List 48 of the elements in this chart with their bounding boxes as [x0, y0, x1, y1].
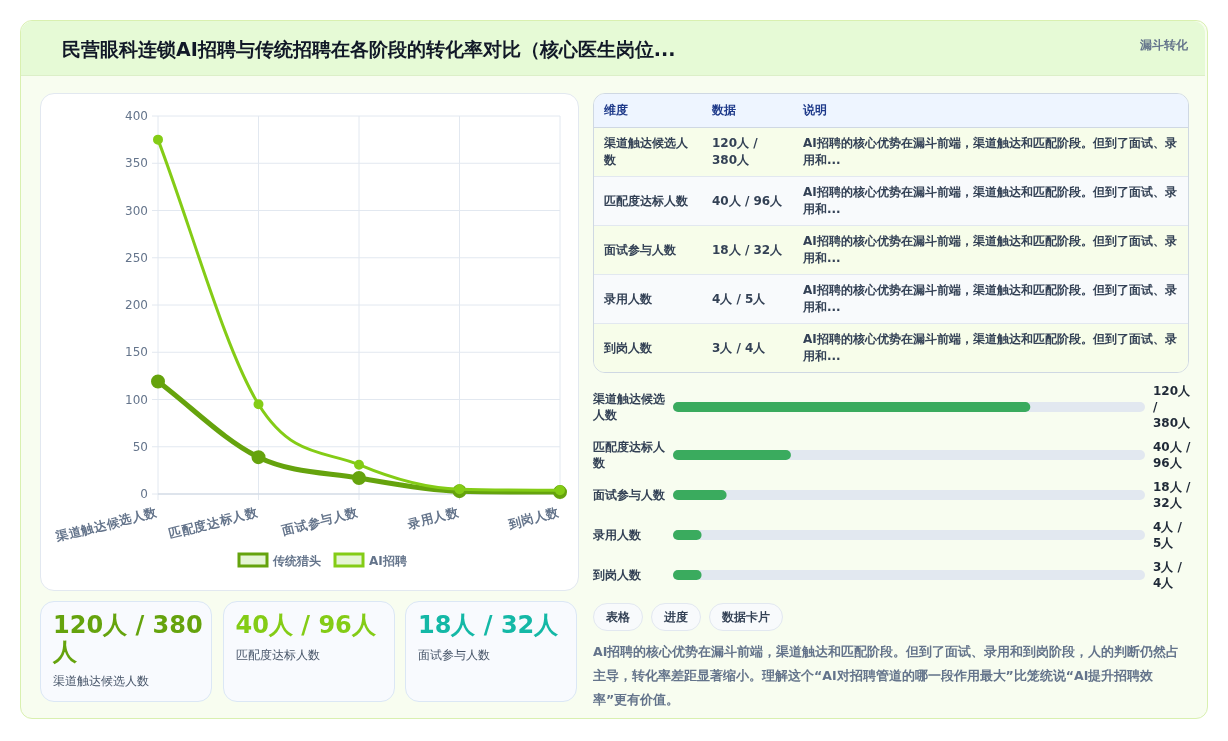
y-tick-label: 匹配度达标人数 — [592, 440, 666, 470]
text: 3人 / 4人 — [1153, 560, 1183, 590]
text: 维度 — [594, 94, 702, 128]
text: 40人 / 96人 — [702, 177, 793, 226]
text: 民营眼科连锁AI招聘与传统招聘在各阶段的转化率对比（核心医生岗位... — [62, 37, 676, 62]
text: 漏斗转化 — [1140, 37, 1188, 54]
text: AI招聘的核心优势在漏斗前端，渠道触达和匹配阶段。但到了面试、录用和... — [793, 128, 1188, 177]
y-tick-label: 200 — [125, 298, 148, 312]
legend-label: AI招聘 — [369, 554, 407, 568]
y-tick-label: 渠道触达候选人数 — [592, 392, 665, 422]
text: 40人 / 96人 — [1153, 440, 1191, 470]
y-tick-label: 350 — [125, 156, 148, 171]
text: AI招聘的核心优势在漏斗前端，渠道触达和匹配阶段。但到了面试、录用和... — [793, 226, 1188, 275]
text: 40人 / 96人 — [235, 611, 377, 639]
y-tick-label: 面试参与人数 — [592, 488, 666, 502]
text: 数据卡片 — [709, 603, 783, 631]
text: 匹配度达标人数 — [235, 647, 320, 664]
x-tick-label: 到岗人数 — [505, 504, 562, 532]
text: 120人 / 380人 — [702, 128, 793, 177]
y-tick-label: 150 — [125, 345, 148, 360]
y-tick-label: 400 — [125, 109, 148, 123]
text: 18人 / 32人 — [702, 226, 793, 275]
text: 4人 / 5人 — [702, 275, 793, 324]
y-tick-label: 0 — [140, 487, 148, 501]
y-tick-label: 300 — [125, 203, 148, 218]
y-tick-label: 100 — [125, 392, 148, 407]
text: AI招聘的核心优势在漏斗前端，渠道触达和匹配阶段。但到了面试、录用和... — [793, 177, 1188, 226]
x-tick-label: 匹配度达标人数 — [167, 504, 261, 541]
y-tick-label: 250 — [125, 250, 148, 265]
text: 进度 — [651, 603, 701, 631]
text: 120人 / 380人 — [1153, 384, 1192, 430]
text: 说明 — [793, 94, 1188, 128]
legend-label: 传统猎头 — [272, 554, 321, 568]
text: 4人 / 5人 — [1153, 520, 1183, 550]
x-tick-label: 面试参与人数 — [279, 504, 361, 539]
text: 120人 / 380人 — [53, 611, 203, 666]
text: AI招聘的核心优势在漏斗前端，渠道触达和匹配阶段。但到了面试、录用和到岗阶段，人的判断仍然占主导，转化率差距显著缩小。理解这个“AI对招聘管道的哪一段作用最大”比笼统说“AI提升招聘效率”更有价值。 — [593, 643, 1181, 709]
text: 数据 — [702, 94, 793, 128]
text: 3人 / 4人 — [702, 324, 793, 372]
text: 18人 / 32人 — [418, 611, 560, 639]
text: 表格 — [593, 603, 643, 631]
text: AI招聘的核心优势在漏斗前端，渠道触达和匹配阶段。但到了面试、录用和... — [793, 324, 1188, 372]
text: 18人 / 32人 — [1153, 480, 1191, 510]
text: AI招聘的核心优势在漏斗前端，渠道触达和匹配阶段。但到了面试、录用和... — [793, 275, 1188, 324]
y-tick-label: 到岗人数 — [592, 568, 642, 582]
y-tick-label: 50 — [132, 439, 148, 454]
x-tick-label: 录用人数 — [405, 504, 462, 532]
text: 面试参与人数 — [418, 647, 490, 664]
